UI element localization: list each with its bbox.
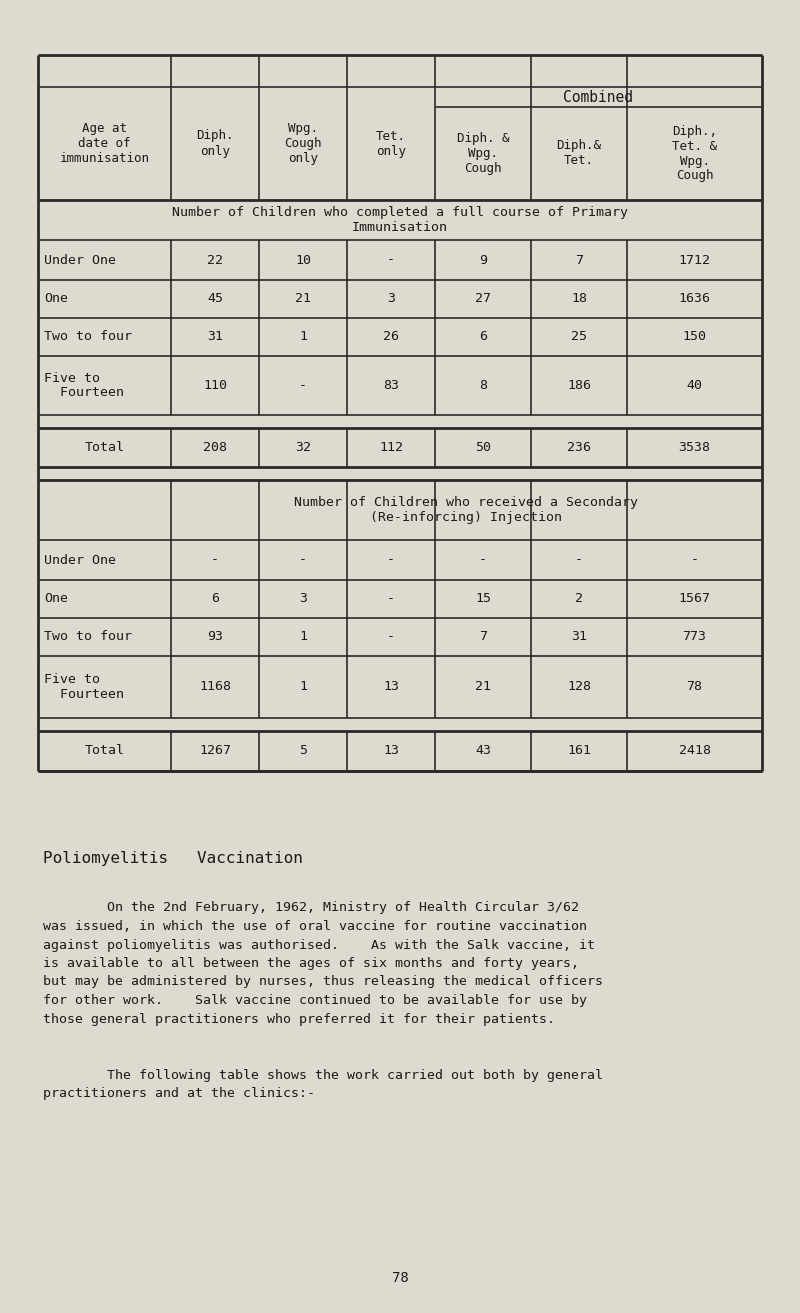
Text: 10: 10 (295, 253, 311, 267)
Text: 186: 186 (567, 379, 591, 393)
Text: Five to
  Fourteen: Five to Fourteen (44, 674, 124, 701)
Text: 50: 50 (475, 441, 491, 454)
Text: -: - (387, 253, 395, 267)
Text: Age at
date of
immunisation: Age at date of immunisation (59, 122, 150, 165)
Text: 22: 22 (207, 253, 223, 267)
Text: Poliomyelitis   Vaccination: Poliomyelitis Vaccination (43, 851, 303, 865)
Text: 2: 2 (575, 592, 583, 605)
Text: 13: 13 (383, 680, 399, 693)
Text: -: - (690, 554, 698, 566)
Text: 78: 78 (686, 680, 702, 693)
Text: was issued, in which the use of oral vaccine for routine vaccination: was issued, in which the use of oral vac… (43, 920, 587, 934)
Text: 93: 93 (207, 630, 223, 643)
Text: 110: 110 (203, 379, 227, 393)
Text: Wpg.
Cough
only: Wpg. Cough only (284, 122, 322, 165)
Text: 3: 3 (387, 293, 395, 306)
Text: One: One (44, 293, 68, 306)
Text: Total: Total (85, 441, 125, 454)
Text: 78: 78 (392, 1271, 408, 1285)
Text: 7: 7 (575, 253, 583, 267)
Text: Diph.&
Tet.: Diph.& Tet. (557, 139, 602, 168)
Text: -: - (211, 554, 219, 566)
Text: 26: 26 (383, 331, 399, 344)
Text: 1: 1 (299, 331, 307, 344)
Text: 21: 21 (295, 293, 311, 306)
Text: for other work.    Salk vaccine continued to be available for use by: for other work. Salk vaccine continued t… (43, 994, 587, 1007)
Text: 236: 236 (567, 441, 591, 454)
Text: Two to four: Two to four (44, 630, 132, 643)
Text: Five to
  Fourteen: Five to Fourteen (44, 372, 124, 399)
Text: -: - (387, 630, 395, 643)
Text: 6: 6 (479, 331, 487, 344)
Text: 32: 32 (295, 441, 311, 454)
Text: 128: 128 (567, 680, 591, 693)
Text: The following table shows the work carried out both by general: The following table shows the work carri… (43, 1069, 603, 1082)
Text: 31: 31 (207, 331, 223, 344)
Text: 31: 31 (571, 630, 587, 643)
Text: Number of Children who received a Secondary
(Re-inforcing) Injection: Number of Children who received a Second… (294, 496, 638, 524)
Text: 18: 18 (571, 293, 587, 306)
Text: 45: 45 (207, 293, 223, 306)
Text: -: - (387, 554, 395, 566)
Text: Under One: Under One (44, 554, 116, 566)
Text: 40: 40 (686, 379, 702, 393)
Text: 6: 6 (211, 592, 219, 605)
Text: 1168: 1168 (199, 680, 231, 693)
Text: 8: 8 (479, 379, 487, 393)
Text: but may be administered by nurses, thus releasing the medical officers: but may be administered by nurses, thus … (43, 976, 603, 989)
Text: 21: 21 (475, 680, 491, 693)
Text: -: - (299, 554, 307, 566)
Text: 208: 208 (203, 441, 227, 454)
Text: Under One: Under One (44, 253, 116, 267)
Text: On the 2nd February, 1962, Ministry of Health Circular 3/62: On the 2nd February, 1962, Ministry of H… (43, 902, 579, 914)
Text: -: - (479, 554, 487, 566)
Text: Diph.,
Tet. &
Wpg.
Cough: Diph., Tet. & Wpg. Cough (672, 125, 717, 183)
Text: Combined: Combined (563, 89, 634, 105)
Text: 1: 1 (299, 630, 307, 643)
Text: 3538: 3538 (678, 441, 710, 454)
Text: Tet.
only: Tet. only (376, 130, 406, 158)
Text: 1712: 1712 (678, 253, 710, 267)
Text: those general practitioners who preferred it for their patients.: those general practitioners who preferre… (43, 1012, 555, 1025)
Text: Total: Total (85, 744, 125, 758)
Text: -: - (387, 592, 395, 605)
Text: 1: 1 (299, 680, 307, 693)
Text: 13: 13 (383, 744, 399, 758)
Text: 7: 7 (479, 630, 487, 643)
Text: 161: 161 (567, 744, 591, 758)
Text: 25: 25 (571, 331, 587, 344)
Text: 150: 150 (682, 331, 706, 344)
Text: is available to all between the ages of six months and forty years,: is available to all between the ages of … (43, 957, 579, 970)
Text: 43: 43 (475, 744, 491, 758)
Text: 2418: 2418 (678, 744, 710, 758)
Text: practitioners and at the clinics:-: practitioners and at the clinics:- (43, 1087, 315, 1100)
Text: 15: 15 (475, 592, 491, 605)
Text: Number of Children who completed a full course of Primary
Immunisation: Number of Children who completed a full … (172, 206, 628, 234)
Text: 1636: 1636 (678, 293, 710, 306)
Text: Two to four: Two to four (44, 331, 132, 344)
Text: 83: 83 (383, 379, 399, 393)
Text: One: One (44, 592, 68, 605)
Text: 112: 112 (379, 441, 403, 454)
Text: 9: 9 (479, 253, 487, 267)
Text: Diph. &
Wpg.
Cough: Diph. & Wpg. Cough (457, 133, 510, 175)
Text: 1567: 1567 (678, 592, 710, 605)
Text: 5: 5 (299, 744, 307, 758)
Text: 1267: 1267 (199, 744, 231, 758)
Text: 27: 27 (475, 293, 491, 306)
Text: Diph.
only: Diph. only (196, 130, 234, 158)
Text: 773: 773 (682, 630, 706, 643)
Text: -: - (299, 379, 307, 393)
Text: against poliomyelitis was authorised.    As with the Salk vaccine, it: against poliomyelitis was authorised. As… (43, 939, 595, 952)
Text: 3: 3 (299, 592, 307, 605)
Text: -: - (575, 554, 583, 566)
